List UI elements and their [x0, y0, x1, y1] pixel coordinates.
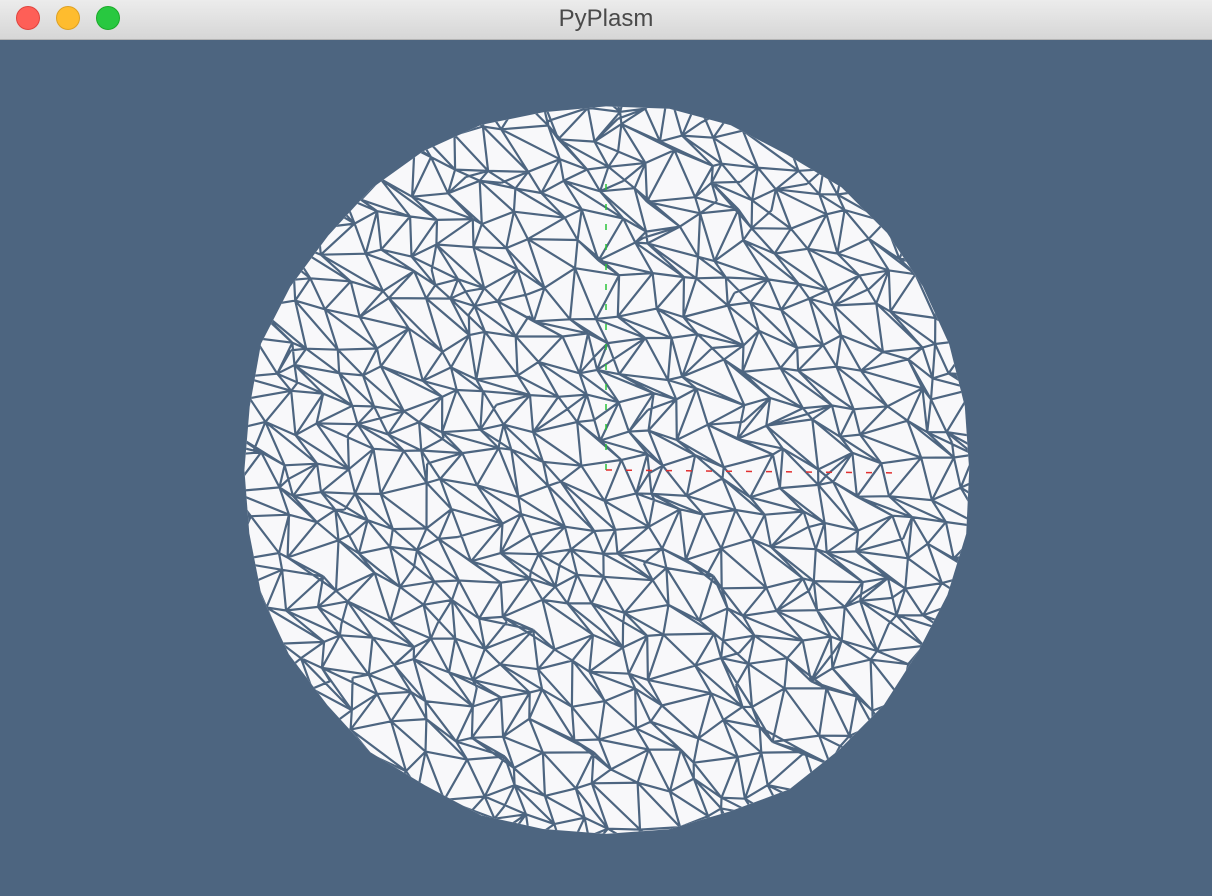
- zoom-button[interactable]: [96, 6, 120, 30]
- window-title: PyPlasm: [558, 5, 654, 32]
- title-bar: PyPlasm: [0, 0, 1212, 40]
- minimize-button[interactable]: [56, 6, 80, 30]
- viewport: [244, 106, 970, 834]
- close-button[interactable]: [16, 6, 40, 30]
